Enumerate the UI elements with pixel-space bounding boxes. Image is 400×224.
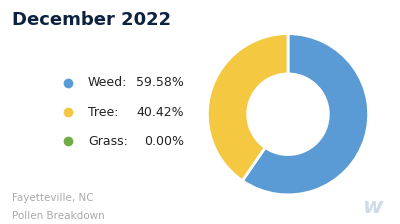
Text: December 2022: December 2022 bbox=[12, 11, 171, 29]
Text: 59.58%: 59.58% bbox=[136, 76, 184, 89]
Wedge shape bbox=[207, 34, 288, 181]
Wedge shape bbox=[242, 34, 369, 195]
Text: w: w bbox=[362, 197, 382, 217]
Text: 40.42%: 40.42% bbox=[136, 106, 184, 118]
Text: Fayetteville, NC: Fayetteville, NC bbox=[12, 193, 94, 203]
Text: Grass:: Grass: bbox=[88, 135, 128, 148]
Text: 0.00%: 0.00% bbox=[144, 135, 184, 148]
Text: Pollen Breakdown: Pollen Breakdown bbox=[12, 211, 105, 221]
Text: Tree:: Tree: bbox=[88, 106, 118, 118]
Text: Weed:: Weed: bbox=[88, 76, 127, 89]
